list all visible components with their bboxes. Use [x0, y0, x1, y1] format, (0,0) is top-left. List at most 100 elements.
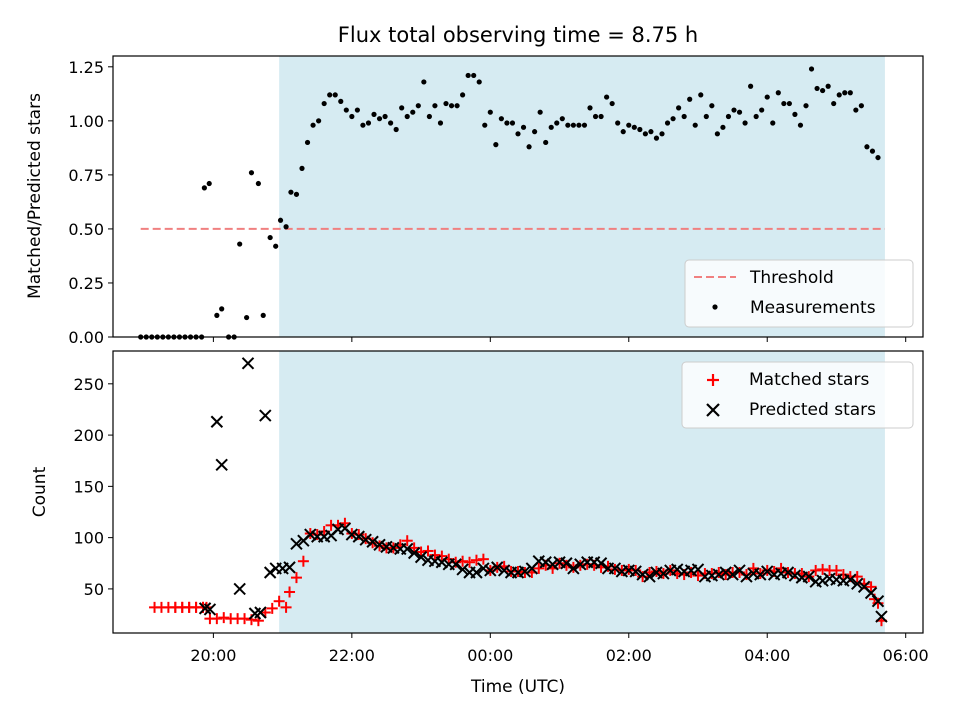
top-plot-area: 0.00 0.25 0.50 0.75 1.00 1.25 — [68, 55, 924, 347]
measurement-point — [609, 100, 615, 107]
x-axis-label: Time (UTC) — [470, 677, 565, 697]
measurement-point — [576, 122, 582, 128]
predicted-star-point — [636, 568, 649, 581]
predicted-star-point — [518, 565, 532, 578]
predicted-star-point — [657, 567, 670, 580]
predicted-star-point — [210, 415, 224, 428]
measurement-point — [720, 124, 726, 130]
measurement-point — [725, 113, 732, 120]
chart-title: Flux total observing time = 8.75 h — [338, 23, 698, 47]
matched-star-point — [239, 613, 251, 625]
measurement-point — [692, 122, 698, 128]
legend-matched-label: Matched stars — [749, 370, 869, 390]
measurement-point — [548, 124, 554, 130]
measurement-point — [421, 79, 427, 85]
matched-star-point — [429, 549, 441, 561]
predicted-star-point — [567, 562, 580, 575]
measurement-point — [432, 103, 438, 109]
top-y-tick-label: 0.50 — [68, 220, 104, 239]
measurement-point — [520, 124, 527, 130]
measurement-point — [543, 139, 549, 146]
measurement-point — [376, 116, 383, 122]
matched-star-point — [637, 571, 649, 583]
x-tick-label: 02:00 — [606, 646, 652, 665]
top-panel: Flux total observing time = 8.75 h Match… — [25, 23, 924, 347]
measurement-point — [532, 129, 538, 135]
x-tick-label: 20:00 — [190, 646, 236, 665]
measurement-point — [471, 72, 477, 79]
measurement-point — [237, 241, 243, 247]
measurement-point — [371, 111, 377, 117]
matched-star-point — [692, 570, 704, 582]
predicted-star-point — [414, 550, 428, 564]
bottom-y-tick-label: 200 — [73, 426, 104, 445]
matched-star-point — [810, 564, 822, 576]
predicted-star-point — [712, 568, 725, 581]
x-tick-label: 22:00 — [329, 646, 375, 665]
legend-measurements-label: Measurements — [750, 298, 876, 318]
measurement-point — [703, 113, 709, 120]
measurement-point — [814, 85, 820, 92]
predicted-star-point — [761, 565, 774, 578]
legend-threshold-label: Threshold — [749, 268, 834, 288]
measurement-point — [792, 111, 798, 117]
top-y-tick-label: 0.00 — [68, 328, 104, 347]
measurement-point — [648, 129, 654, 135]
predicted-star-point — [781, 566, 795, 579]
measurement-point — [304, 139, 311, 146]
measurement-point — [653, 135, 660, 141]
measurement-point — [248, 170, 255, 176]
measurement-point — [277, 217, 284, 223]
measurement-point — [631, 124, 637, 130]
top-y-axis-label: Matched/Predicted stars — [25, 93, 45, 299]
measurement-point — [731, 107, 737, 113]
measurement-point — [349, 113, 355, 120]
predicted-star-point — [851, 577, 864, 590]
matched-star-point — [290, 572, 302, 584]
predicted-star-point — [594, 557, 608, 570]
measurement-point — [759, 107, 765, 113]
measurement-point — [487, 109, 493, 115]
top-y-tick-label: 1.00 — [68, 112, 104, 131]
matched-star-point — [273, 595, 285, 607]
measurement-point — [620, 129, 626, 135]
matched-star-point — [401, 535, 413, 547]
measurement-point — [842, 90, 848, 96]
predicted-star-point — [608, 562, 622, 575]
measurement-point — [748, 83, 754, 89]
measurement-point — [770, 120, 776, 126]
measurement-point — [615, 120, 621, 126]
predicted-star-point — [283, 561, 296, 574]
measurement-point — [509, 120, 516, 126]
predicted-star-point — [484, 564, 497, 577]
measurement-point — [219, 306, 225, 312]
measurement-point — [393, 126, 399, 133]
measurement-point — [332, 92, 338, 98]
measurement-point — [321, 100, 327, 107]
measurement-point — [316, 118, 322, 124]
bottom-y-tick-label: 150 — [73, 477, 104, 496]
predicted-star-point — [643, 570, 656, 583]
measurement-point — [465, 72, 471, 79]
measurement-point — [681, 113, 687, 120]
bottom-panel: Count Time (UTC) 50 100 150 200 250 20:00 22:0… — [30, 350, 929, 697]
matched-star-point — [747, 562, 759, 574]
measurement-point — [343, 107, 349, 113]
top-y-tick-label: 0.25 — [68, 274, 104, 293]
predicted-star-point — [241, 357, 255, 370]
measurement-point — [244, 314, 250, 321]
measurement-point — [360, 122, 366, 128]
measurement-point — [786, 100, 792, 107]
predicted-star-point — [259, 409, 272, 422]
measurement-point — [853, 107, 859, 113]
predicted-star-point — [233, 582, 246, 596]
measurement-point — [598, 113, 604, 120]
bottom-legend: Matched stars Predicted stars — [681, 361, 914, 429]
top-y-tick-label: 0.75 — [68, 166, 104, 185]
predicted-star-point — [574, 558, 587, 571]
measurement-point — [764, 94, 770, 100]
x-tick-label: 00:00 — [467, 646, 513, 665]
measurement-point — [775, 90, 781, 96]
measurement-point — [820, 87, 826, 94]
